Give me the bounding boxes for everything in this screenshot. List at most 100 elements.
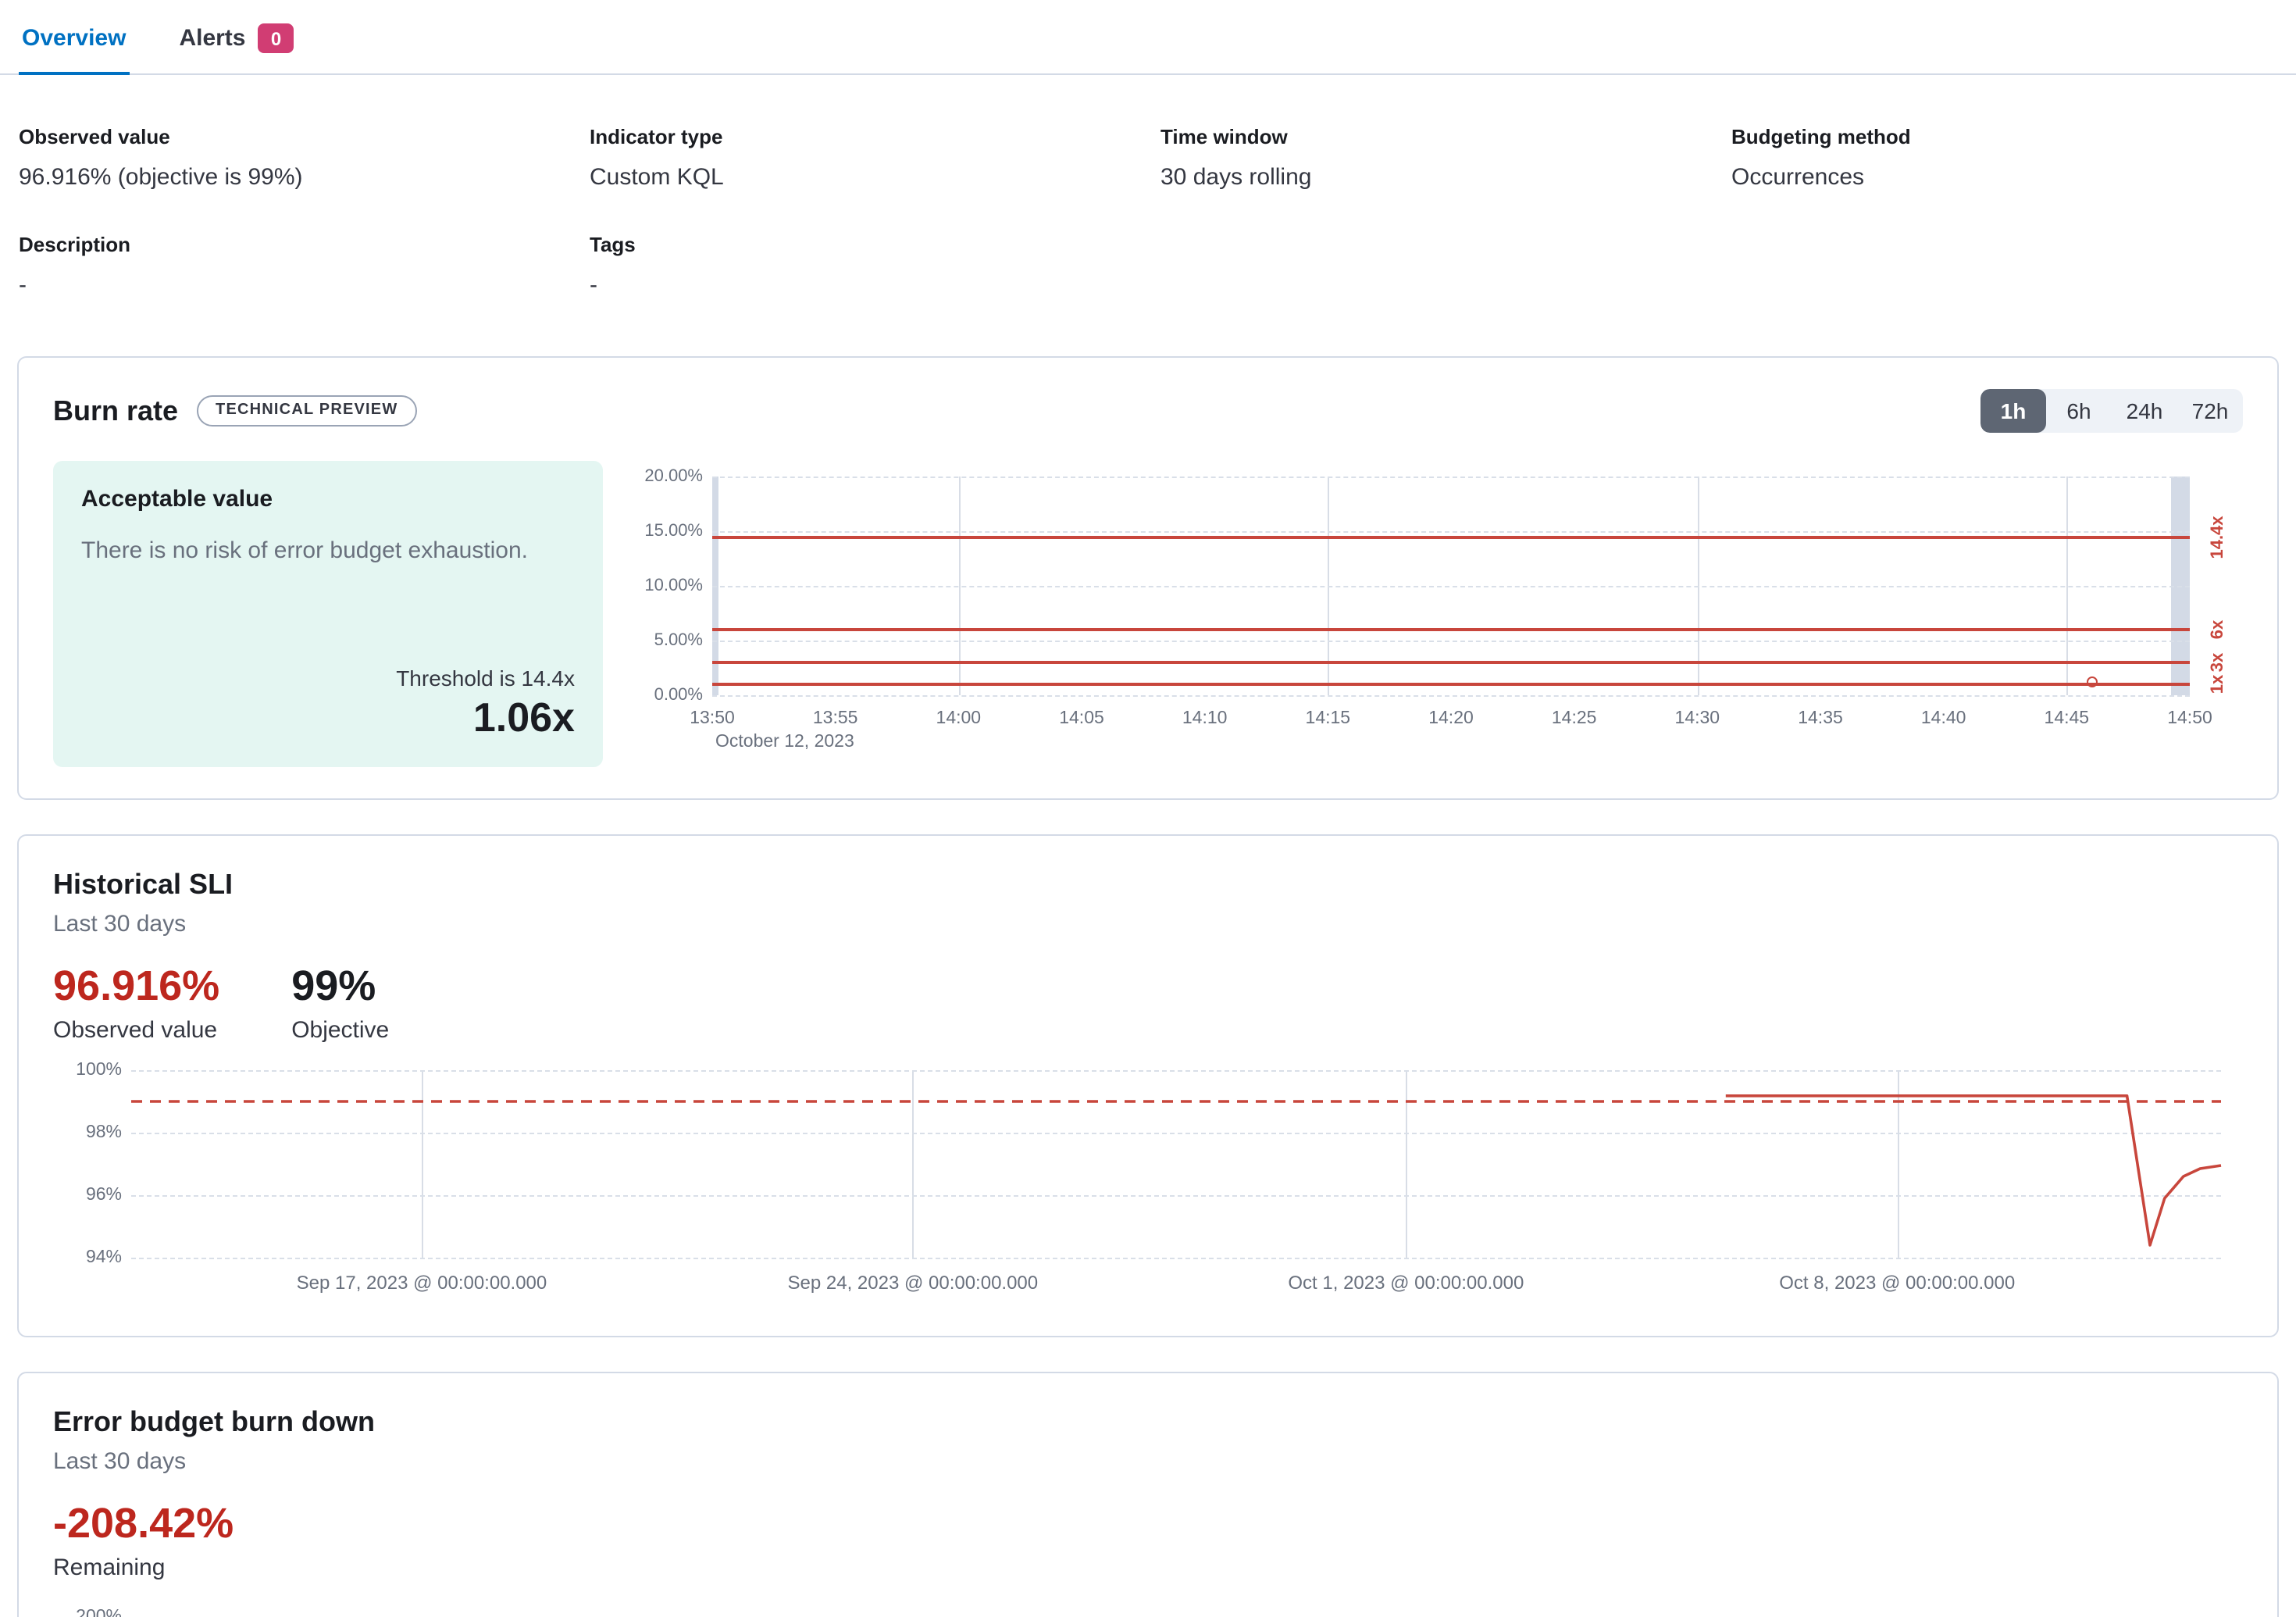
burn-rate-header: Burn rate TECHNICAL PREVIEW 1h 6h 24h 72h (53, 389, 2243, 433)
alerts-count-badge: 0 (258, 23, 294, 53)
observed-value-stat: 96.916% Observed value (53, 961, 219, 1045)
burn-rate-panel: Burn rate TECHNICAL PREVIEW 1h 6h 24h 72h A… (17, 356, 2279, 800)
callout-threshold-block: Threshold is 14.4x 1.06x (81, 666, 575, 742)
historical-sli-title: Historical SLI (53, 869, 234, 900)
historical-sli-chart[interactable]: Sep 17, 2023 @ 00:00:00.000 Sep 24, 2023 … (53, 1061, 2243, 1305)
sli-chart-lines (131, 1070, 2221, 1258)
meta-label: Tags (590, 233, 636, 256)
horizontal-gridline (712, 641, 2190, 642)
historical-sli-panel: Historical SLI Last 30 days 96.916% Obse… (17, 834, 2279, 1337)
meta-label: Time window (1160, 125, 1288, 148)
vertical-gridline (421, 1070, 423, 1258)
meta-label: Budgeting method (1731, 125, 1911, 148)
x-axis-tick-label: 14:10 (1182, 709, 1228, 728)
horizontal-gridline (712, 531, 2190, 533)
horizontal-gridline (712, 586, 2190, 587)
x-axis-tick-label: Sep 17, 2023 @ 00:00:00.000 (296, 1272, 547, 1294)
tab-alerts[interactable]: Alerts 0 (176, 0, 297, 75)
time-range-button-24h[interactable]: 24h (2126, 398, 2163, 423)
x-axis-tick-label: 14:05 (1059, 709, 1104, 728)
remaining-label: Remaining (53, 1555, 166, 1581)
y-axis-tick-label: 94% (85, 1248, 122, 1267)
burn-rate-threshold-line (712, 628, 2190, 631)
x-axis-tick-label: Sep 24, 2023 @ 00:00:00.000 (787, 1272, 1039, 1294)
observed-value-label: Observed value (53, 1017, 218, 1044)
burn-rate-content: Acceptable value There is no risk of err… (53, 461, 2243, 767)
meta-label: Observed value (19, 125, 170, 148)
error-budget-chart[interactable]: 200% (53, 1598, 2243, 1617)
x-axis-tick-label: 13:50 (690, 709, 735, 728)
meta-value: 30 days rolling (1160, 164, 1312, 191)
meta-value: Occurrences (1731, 164, 1865, 191)
y-axis-tick-label: 10.00% (644, 576, 703, 595)
historical-sli-stats: 96.916% Observed value 99% Objective (53, 961, 2243, 1045)
historical-sli-plot-area: Sep 17, 2023 @ 00:00:00.000 Sep 24, 2023 … (76, 1061, 2221, 1294)
x-axis-date-label: October 12, 2023 (715, 733, 854, 751)
meta-value: - (590, 272, 597, 298)
y-axis-tick-label: 98% (85, 1123, 122, 1142)
x-axis-tick-label: 14:30 (1674, 709, 1720, 728)
acceptable-value-callout: Acceptable value There is no risk of err… (53, 461, 603, 767)
time-range-button-1h[interactable]: 1h (1980, 389, 2046, 433)
burn-rate-threshold-line (712, 661, 2190, 664)
error-budget-stats: -208.42% Remaining (53, 1498, 2243, 1583)
x-axis-tick-label: 14:50 (2167, 709, 2212, 728)
burn-rate-data-point (2086, 676, 2098, 687)
horizontal-gridline (131, 1258, 2221, 1259)
time-range-button-72h[interactable]: 72h (2191, 398, 2229, 423)
technical-preview-badge: TECHNICAL PREVIEW (197, 395, 417, 427)
remaining-stat: -208.42% Remaining (53, 1498, 234, 1583)
x-axis-tick-label: 14:15 (1305, 709, 1351, 728)
meta-field-budgeting-method: Budgeting method Occurrences (1731, 125, 2277, 192)
x-axis-tick-label: 14:25 (1551, 709, 1597, 728)
callout-title: Acceptable value (81, 486, 273, 512)
x-axis-tick-label: Oct 1, 2023 @ 00:00:00.000 (1288, 1272, 1524, 1294)
horizontal-gridline (712, 477, 2190, 478)
time-range-button-6h[interactable]: 6h (2066, 398, 2091, 423)
meta-field-time-window: Time window 30 days rolling (1160, 125, 1706, 192)
meta-field-observed-value: Observed value 96.916% (objective is 99%… (19, 125, 565, 192)
vertical-gridline (912, 1070, 914, 1258)
tab-overview-label: Overview (22, 25, 127, 52)
callout-body: There is no risk of error budget exhaust… (81, 537, 528, 564)
horizontal-gridline (712, 695, 2190, 697)
y-axis-tick-label: 96% (85, 1185, 122, 1205)
meta-value: - (19, 272, 27, 298)
horizontal-gridline (131, 1132, 2221, 1134)
burn-rate-threshold-label: 14.4x (2209, 516, 2227, 559)
error-budget-subtitle: Last 30 days (53, 1448, 187, 1475)
meta-label: Indicator type (590, 125, 723, 148)
vertical-gridline (1897, 1070, 1899, 1258)
x-axis-tick-label: 14:40 (1920, 709, 1966, 728)
current-burn-rate-value: 1.06x (472, 694, 575, 741)
tab-overview[interactable]: Overview (19, 0, 130, 75)
x-axis-tick-label: Oct 8, 2023 @ 00:00:00.000 (1779, 1272, 2016, 1294)
horizontal-gridline (131, 1070, 2221, 1072)
vertical-gridline (1406, 1070, 1408, 1258)
horizontal-gridline (131, 1194, 2221, 1197)
burn-rate-chart[interactable]: 20.00% 15.00% 10.00% 5.00% 0.00% 14.4x 6x 3x 1x 1… (644, 461, 2243, 767)
observed-value-number: 96.916% (53, 962, 220, 1009)
objective-label: Objective (291, 1017, 390, 1044)
y-axis-tick-label: 5.00% (654, 631, 703, 650)
burn-rate-time-range-group: 1h 6h 24h 72h (1980, 389, 2243, 433)
burn-rate-threshold-label: 6x (2209, 619, 2227, 640)
x-axis-tick-label: 14:20 (1428, 709, 1474, 728)
y-axis-tick-label: 100% (76, 1061, 122, 1080)
threshold-label: Threshold is 14.4x (396, 666, 575, 691)
y-axis-tick-label: 0.00% (654, 686, 703, 705)
error-budget-panel: Error budget burn down Last 30 days -208… (17, 1372, 2279, 1617)
metadata-grid: Observed value 96.916% (objective is 99%… (19, 125, 2277, 300)
burn-rate-threshold-line (712, 683, 2190, 686)
error-budget-title: Error budget burn down (53, 1406, 375, 1437)
burn-rate-title: Burn rate (53, 395, 179, 427)
objective-number: 99% (291, 962, 376, 1009)
meta-field-description: Description - (19, 233, 565, 300)
sli-series-line (1726, 1096, 2221, 1245)
meta-label: Description (19, 233, 131, 256)
tab-alerts-label: Alerts (179, 25, 246, 52)
meta-value: 96.916% (objective is 99%) (19, 164, 303, 191)
historical-sli-subtitle: Last 30 days (53, 911, 187, 937)
x-axis-tick-label: 14:45 (2044, 709, 2090, 728)
